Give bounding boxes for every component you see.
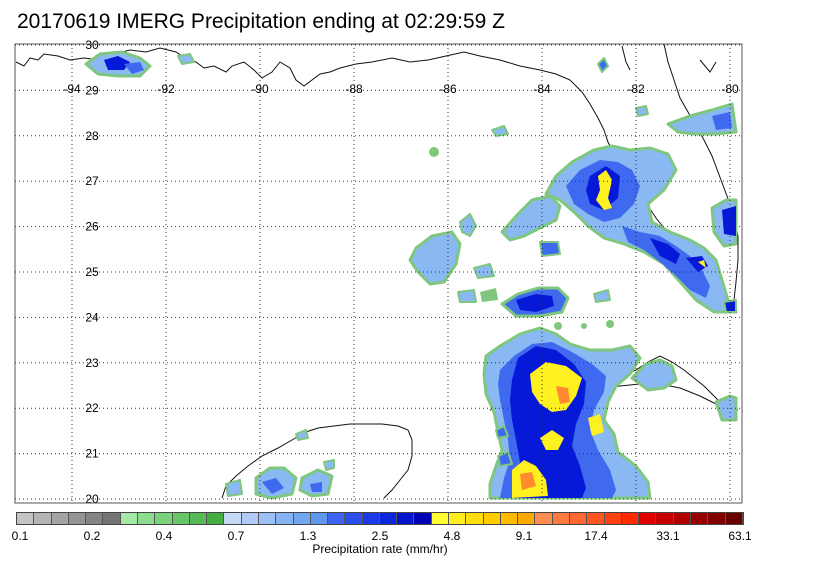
colorbar-swatch — [535, 513, 553, 524]
precipitation-field — [84, 50, 738, 500]
precip-cell-southeast-florida — [710, 198, 738, 313]
precip-band-florida-west — [544, 144, 738, 314]
colorbar-swatch — [51, 513, 69, 524]
longitude-tick-label: -88 — [345, 82, 363, 96]
colorbar-swatch — [725, 513, 743, 524]
colorbar-tick-label: 0.4 — [155, 529, 173, 543]
colorbar-swatch — [310, 513, 329, 524]
colorbar-swatch — [656, 513, 674, 524]
colorbar-swatch — [258, 513, 277, 524]
colorbar-swatch — [172, 513, 190, 524]
colorbar-swatch — [431, 513, 450, 524]
colorbar-swatch — [120, 513, 138, 524]
longitude-tick-label: -82 — [627, 82, 645, 96]
colorbar-swatch — [397, 513, 415, 524]
colorbar-swatch — [570, 513, 588, 524]
colorbar-title: Precipitation rate (mm/hr) — [312, 542, 448, 556]
latitude-labels: 30 29 28 27 26 25 24 23 22 21 20 — [85, 38, 99, 506]
colorbar-swatch — [276, 513, 294, 524]
colorbar-swatch — [587, 513, 605, 524]
gridlines — [15, 44, 742, 503]
colorbar-swatch — [103, 513, 121, 524]
colorbar-swatch — [362, 513, 380, 524]
colorbar-tick-label: 1.3 — [299, 529, 317, 543]
longitude-tick-label: -80 — [721, 82, 739, 96]
colorbar-swatch — [68, 513, 87, 524]
colorbar-swatch — [155, 513, 173, 524]
colorbar-swatch — [328, 513, 346, 524]
precip-cell-yucatan — [225, 429, 335, 500]
colorbar-swatch — [414, 513, 432, 524]
longitude-labels: -94 -92 -90 -88 -86 -84 -82 -80 — [63, 82, 739, 96]
latitude-tick-label: 25 — [85, 265, 99, 279]
precip-cell-cuba-east — [630, 358, 738, 422]
colorbar-swatch — [137, 513, 156, 524]
colorbar-swatch — [224, 513, 242, 524]
colorbar-tick-label: 4.8 — [443, 529, 461, 543]
map-title: 20170619 IMERG Precipitation ending at 0… — [17, 10, 505, 33]
colorbar-swatch — [552, 513, 570, 524]
colorbar-swatch — [604, 513, 622, 524]
colorbar-swatch — [379, 513, 398, 524]
colorbar-swatch — [34, 513, 52, 524]
colorbar-swatch — [17, 513, 35, 524]
colorbar-swatch — [466, 513, 484, 524]
colorbar-swatch — [449, 513, 467, 524]
precip-cell-fl-north — [597, 57, 609, 73]
colorbar-swatch — [241, 513, 259, 524]
colorbar-tick-label: 9.1 — [515, 529, 533, 543]
colorbar-swatch — [345, 513, 363, 524]
colorbar-swatch — [518, 513, 536, 524]
latitude-tick-label: 22 — [85, 401, 99, 415]
coastlines — [15, 43, 739, 499]
colorbar-swatch — [483, 513, 501, 524]
longitude-tick-label: -90 — [251, 82, 269, 96]
colorbar-swatch — [293, 513, 311, 524]
colorbar-swatch — [86, 513, 104, 524]
latitude-tick-label: 20 — [85, 492, 99, 506]
longitude-tick-label: -86 — [439, 82, 457, 96]
latitude-tick-label: 26 — [85, 220, 99, 234]
latitude-tick-label: 23 — [85, 356, 99, 370]
colorbar-tick-label: 0.7 — [227, 529, 245, 543]
latitude-tick-label: 21 — [85, 447, 99, 461]
colorbar-tick-label: 63.1 — [728, 529, 752, 543]
colorbar — [16, 512, 744, 525]
colorbar-swatch — [639, 513, 657, 524]
precip-system-south — [482, 320, 652, 500]
colorbar-swatch — [189, 513, 208, 524]
longitude-tick-label: -84 — [533, 82, 551, 96]
colorbar-tick-label: 33.1 — [656, 529, 680, 543]
map-frame — [14, 43, 743, 504]
colorbar-tick-label: 0.1 — [11, 529, 29, 543]
longitude-tick-label: -94 — [63, 82, 81, 96]
precip-cell-central-gulf — [408, 194, 611, 318]
precipitation-map: -94 -92 -90 -88 -86 -84 -82 -80 30 29 28 27 26 25 24 2… — [14, 38, 743, 506]
colorbar-swatch — [673, 513, 691, 524]
colorbar-swatch — [690, 513, 709, 524]
precip-cell-gulf-coast-nw — [84, 50, 152, 78]
longitude-tick-label: -92 — [157, 82, 175, 96]
colorbar-tick-label: 2.5 — [371, 529, 389, 543]
colorbar-swatch — [621, 513, 640, 524]
precip-cell-northeast-florida — [429, 102, 738, 157]
precip-cell-la-coast — [177, 53, 195, 65]
latitude-tick-label: 27 — [85, 174, 99, 188]
colorbar-swatch — [207, 513, 225, 524]
colorbar-swatch — [708, 513, 726, 524]
latitude-tick-label: 24 — [85, 310, 99, 324]
colorbar-swatch — [500, 513, 519, 524]
latitude-tick-label: 28 — [85, 129, 99, 143]
colorbar-tick-label: 0.2 — [83, 529, 101, 543]
latitude-tick-label: 30 — [85, 38, 99, 52]
latitude-tick-label: 29 — [85, 83, 99, 97]
colorbar-tick-label: 17.4 — [584, 529, 608, 543]
